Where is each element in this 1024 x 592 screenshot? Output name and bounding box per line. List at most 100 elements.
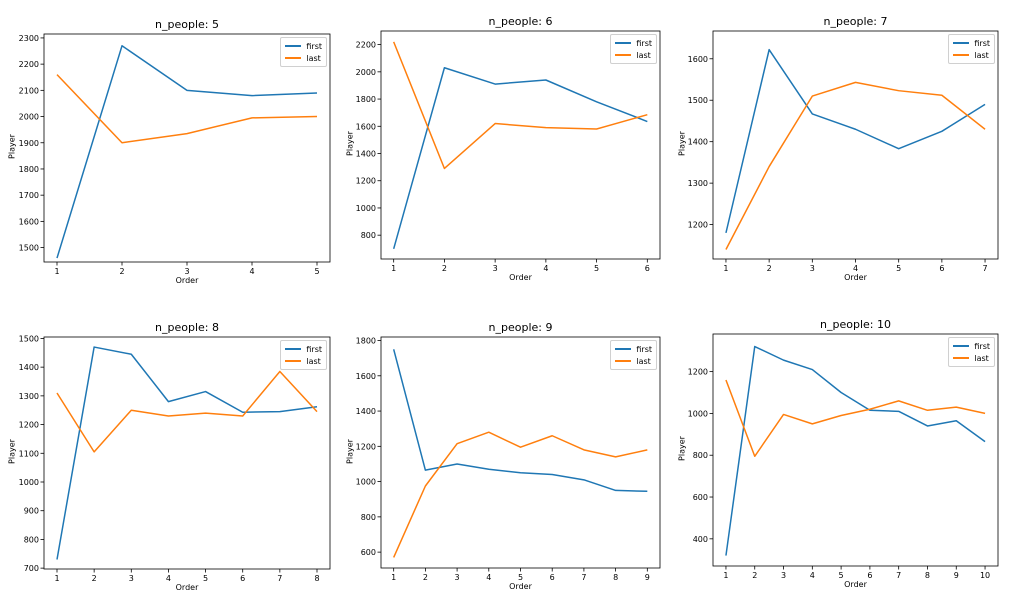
y-tick-label: 1400: [688, 138, 708, 147]
legend-swatch-last: [953, 54, 970, 56]
legend-swatch-last: [615, 54, 632, 56]
y-axis-label: Player: [677, 131, 687, 156]
legend: first last: [280, 37, 327, 67]
chart-panel-6: n_people: 10 400 600 800 1000 1200 1 2 3 4 5 6 7 8 9 10…: [670, 318, 1010, 589]
x-axis-label: Order: [175, 276, 199, 285]
y-tick-label: 400: [693, 535, 708, 544]
legend-label: first: [974, 38, 990, 48]
series-line-first: [56, 45, 318, 259]
y-tick-label: 2000: [356, 68, 376, 77]
y-tick-label: 1200: [356, 177, 376, 186]
legend-swatch-first: [285, 348, 302, 350]
legend-item-last: last: [285, 52, 322, 64]
legend-label: last: [974, 353, 989, 363]
x-axis-label: Order: [509, 273, 532, 282]
chart-panel-2: n_people: 6 800 1000 1200 1400 1600 1800 2000 22…: [338, 14, 678, 282]
y-tick-label: 1000: [356, 204, 376, 213]
y-tick-label: 1900: [19, 139, 39, 148]
chart-svg: 600 800 1000 1200 1400 1600 1800 1 2 3 4 5 6 7 8 9: [356, 337, 661, 582]
legend-swatch-first: [615, 348, 632, 350]
x-tick-label: 3: [781, 571, 786, 580]
chart-title: n_people: 5: [155, 18, 219, 31]
legend-swatch-last: [285, 57, 302, 59]
y-tick-label: 600: [361, 548, 376, 557]
series-line-last: [392, 431, 648, 558]
legend-swatch-first: [953, 42, 970, 44]
y-tick-label: 1800: [19, 165, 39, 174]
x-tick-label: 9: [954, 571, 959, 580]
chart-svg: 700 800 900 1000 1100 1200 1300 1400 1500 1 2 3 4 5 6 7…: [19, 334, 331, 583]
legend-item-first: first: [285, 40, 322, 52]
legend-swatch-first: [285, 45, 302, 47]
legend-swatch-last: [953, 357, 970, 359]
x-tick-label: 1: [54, 574, 59, 583]
chart-title: n_people: 6: [488, 15, 553, 28]
y-tick-label: 1000: [19, 478, 39, 487]
legend-item-last: last: [615, 355, 652, 367]
x-tick-label: 6: [867, 571, 872, 580]
plot-frame: [712, 30, 999, 260]
y-tick-label: 1800: [356, 337, 376, 346]
y-tick-label: 1600: [19, 217, 39, 226]
legend-label: last: [974, 50, 989, 60]
x-tick-label: 3: [810, 264, 815, 273]
x-tick-label: 6: [550, 573, 555, 582]
x-axis-label: Order: [175, 583, 199, 592]
x-tick-label: 1: [723, 264, 728, 273]
plot-frame: [43, 33, 331, 263]
y-tick-label: 2300: [19, 34, 39, 43]
legend-label: last: [636, 356, 651, 366]
legend-item-last: last: [953, 49, 990, 61]
x-tick-label: 4: [543, 264, 548, 273]
chart-title: n_people: 7: [823, 15, 888, 28]
y-tick-label: 1500: [19, 334, 39, 343]
x-tick-label: 3: [129, 574, 134, 583]
series-line-last: [392, 41, 648, 170]
x-tick-label: 1: [391, 264, 396, 273]
series-line-last: [56, 370, 318, 453]
x-tick-label: 4: [166, 574, 171, 583]
x-tick-label: 2: [442, 264, 447, 273]
series-line-first: [725, 48, 986, 234]
y-axis-label: Player: [7, 439, 17, 464]
x-axis-label: Order: [844, 273, 867, 282]
x-tick-label: 5: [594, 264, 599, 273]
legend-item-first: first: [953, 340, 990, 352]
x-tick-label: 3: [493, 264, 498, 273]
legend-label: first: [974, 341, 990, 351]
x-tick-label: 2: [752, 571, 757, 580]
y-tick-label: 800: [24, 535, 39, 544]
legend-item-first: first: [615, 37, 652, 49]
y-axis-label: Player: [677, 436, 687, 461]
y-tick-label: 900: [24, 507, 39, 516]
y-tick-label: 1500: [688, 96, 708, 105]
y-tick-label: 2000: [19, 113, 39, 122]
x-tick-label: 10: [980, 571, 990, 580]
x-tick-label: 4: [810, 571, 815, 580]
y-tick-label: 1200: [19, 421, 39, 430]
y-axis-label: Player: [345, 438, 355, 464]
y-tick-label: 1700: [19, 191, 39, 200]
y-tick-label: 600: [693, 493, 708, 502]
legend-label: first: [306, 41, 322, 51]
x-tick-label: 4: [249, 267, 254, 276]
legend-item-first: first: [285, 343, 322, 355]
y-tick-label: 2200: [356, 41, 376, 50]
chart-panel-3: n_people: 7 1200 1300 1400 1500 1600 1 2 3 4 5 6 7 Or…: [670, 14, 1010, 282]
x-tick-label: 2: [423, 573, 428, 582]
x-tick-label: 5: [314, 267, 319, 276]
legend-item-last: last: [953, 352, 990, 364]
chart-title: n_people: 8: [155, 321, 219, 334]
plot-frame: [380, 30, 661, 260]
legend-swatch-last: [285, 360, 302, 362]
x-tick-label: 6: [645, 264, 650, 273]
y-tick-label: 1400: [19, 363, 39, 372]
legend-label: last: [306, 356, 321, 366]
legend: first last: [280, 340, 327, 370]
y-tick-label: 800: [693, 451, 708, 460]
y-tick-label: 1500: [19, 244, 39, 253]
chart-svg: 1200 1300 1400 1500 1600 1 2 3 4 5 6 7: [688, 30, 999, 273]
plot-frame: [43, 336, 331, 570]
y-tick-label: 1600: [688, 55, 708, 64]
